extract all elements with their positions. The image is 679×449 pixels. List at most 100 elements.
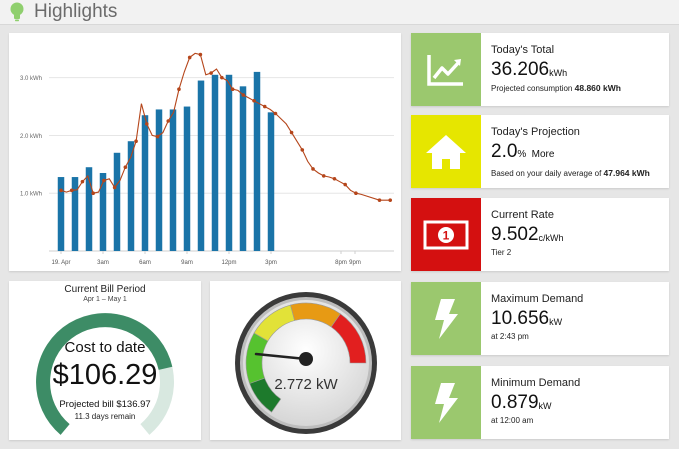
projected-consumption-label: Projected consumption bbox=[491, 84, 573, 93]
x-tick-label: 6am bbox=[139, 260, 151, 266]
cost-to-date-label: Cost to date bbox=[64, 339, 146, 356]
chart-bar bbox=[113, 152, 121, 251]
line-point bbox=[273, 111, 278, 116]
current-rate-icon-box: 1 bbox=[411, 198, 481, 271]
chart-bar bbox=[197, 80, 205, 251]
chart-bar bbox=[57, 177, 65, 251]
maximum-demand-card: Maximum Demand 10.656kW at 2:43 pm bbox=[411, 282, 669, 355]
current-rate-card: 1 Current Rate 9.502c/kWh Tier 2 bbox=[411, 198, 669, 271]
line-point bbox=[252, 98, 256, 103]
x-tick-label: 8pm bbox=[335, 260, 347, 266]
x-tick-label: 9pm bbox=[349, 260, 361, 266]
chart-up-icon bbox=[427, 54, 463, 86]
line-point bbox=[343, 182, 347, 187]
x-tick-label: 12pm bbox=[221, 260, 236, 266]
minimum-demand-icon-box bbox=[411, 366, 481, 439]
todays-total-label: Today's Total bbox=[491, 44, 555, 56]
line-point bbox=[321, 174, 326, 178]
bill-title: Current Bill Period bbox=[64, 284, 146, 295]
svg-text:1: 1 bbox=[443, 228, 450, 242]
lightbulb-icon bbox=[10, 2, 24, 22]
lightning-icon bbox=[435, 298, 458, 339]
bill-date-range: Apr 1 – May 1 bbox=[83, 296, 127, 303]
x-tick-label: 19. Apr bbox=[51, 260, 70, 266]
demand-gauge-card: 2.772 kW bbox=[210, 281, 401, 440]
line-point bbox=[377, 198, 382, 202]
bill-period-card: Current Bill Period Apr 1 – May 1 Cost t… bbox=[9, 281, 201, 440]
x-tick-label: 3am bbox=[97, 260, 109, 266]
line-point bbox=[177, 87, 181, 92]
y-tick-label: 2.0 kWh bbox=[20, 134, 42, 140]
banknote-icon: 1 bbox=[423, 220, 469, 249]
line-point bbox=[69, 188, 74, 193]
line-point bbox=[155, 134, 160, 139]
cost-to-date-amount: $106.29 bbox=[52, 359, 158, 391]
lightning-icon bbox=[435, 382, 458, 423]
consumption-chart-card: 1.0 kWh 2.0 kWh 3.0 kWh 19. Apr 3am 6am 9am 12p… bbox=[9, 33, 401, 271]
line-point bbox=[187, 55, 192, 60]
x-tick-label: 9am bbox=[181, 260, 193, 266]
page-title: Highlights bbox=[34, 1, 118, 22]
chart-bar bbox=[155, 109, 163, 251]
chart-bar bbox=[127, 141, 135, 251]
series-line bbox=[60, 52, 391, 201]
maximum-demand-unit: kW bbox=[549, 317, 563, 327]
maximum-demand-icon-box bbox=[411, 282, 481, 355]
daily-average-value: 47.964 kWh bbox=[603, 168, 650, 178]
minimum-demand-time: at 12:00 am bbox=[491, 416, 534, 425]
page-header: Highlights bbox=[0, 0, 679, 25]
line-point bbox=[166, 119, 171, 123]
maximum-demand-value: 10.656 bbox=[491, 308, 550, 329]
line-point bbox=[262, 104, 267, 109]
minimum-demand-label: Minimum Demand bbox=[491, 377, 581, 389]
projected-bill: Projected bill $136.97 bbox=[59, 399, 151, 410]
todays-projection-card: Today's Projection 2.0% More Based on yo… bbox=[411, 115, 669, 188]
line-point bbox=[134, 139, 138, 144]
chart-bar bbox=[99, 173, 107, 251]
consumption-chart: 1.0 kWh 2.0 kWh 3.0 kWh 19. Apr 3am 6am 9am 12p… bbox=[20, 52, 394, 266]
gauge-needle bbox=[254, 352, 308, 361]
line-point bbox=[388, 198, 393, 202]
todays-projection-value: 2.0 bbox=[491, 141, 518, 162]
todays-projection-icon-box bbox=[411, 115, 481, 188]
projected-consumption-value: 48.860 kWh bbox=[574, 83, 621, 93]
rate-tier: Tier 2 bbox=[491, 248, 512, 257]
gauge-hub bbox=[299, 352, 313, 366]
line-point bbox=[59, 188, 63, 193]
todays-projection-label: Today's Projection bbox=[491, 126, 580, 138]
minimum-demand-value: 0.879 bbox=[491, 392, 539, 413]
current-rate-unit: c/kWh bbox=[538, 233, 564, 243]
line-point bbox=[311, 167, 315, 171]
x-tick-label: 3pm bbox=[265, 260, 277, 266]
days-remaining: 11.3 days remain bbox=[74, 412, 136, 421]
maximum-demand-label: Maximum Demand bbox=[491, 293, 584, 305]
daily-average-label: Based on your daily average of bbox=[491, 169, 602, 178]
y-tick-label: 3.0 kWh bbox=[20, 76, 42, 82]
chart-bar bbox=[239, 86, 247, 251]
line-point bbox=[241, 93, 246, 97]
chart-bar bbox=[225, 74, 233, 252]
minimum-demand-card: Minimum Demand 0.879kW at 12:00 am bbox=[411, 366, 669, 439]
line-point bbox=[289, 130, 294, 135]
todays-projection-suffix: More bbox=[531, 149, 555, 160]
chart-bar bbox=[169, 109, 177, 251]
chart-bar bbox=[141, 115, 149, 251]
line-point bbox=[144, 122, 149, 126]
gauge-value: 2.772 kW bbox=[274, 376, 338, 393]
line-point bbox=[354, 191, 358, 196]
bill-progress-ring bbox=[36, 313, 174, 435]
line-point bbox=[332, 176, 337, 181]
chart-bar bbox=[85, 167, 93, 251]
y-tick-label: 1.0 kWh bbox=[20, 192, 42, 198]
line-point bbox=[300, 148, 305, 152]
ring-progress bbox=[36, 313, 173, 435]
todays-total-icon-box bbox=[411, 33, 481, 106]
line-point bbox=[198, 52, 203, 57]
line-point bbox=[230, 87, 235, 92]
line-point bbox=[123, 165, 128, 170]
chart-bar bbox=[211, 74, 219, 252]
home-icon bbox=[426, 134, 466, 169]
current-rate-value: 9.502 bbox=[491, 224, 539, 245]
chart-bar bbox=[267, 112, 275, 251]
line-point bbox=[91, 191, 95, 196]
